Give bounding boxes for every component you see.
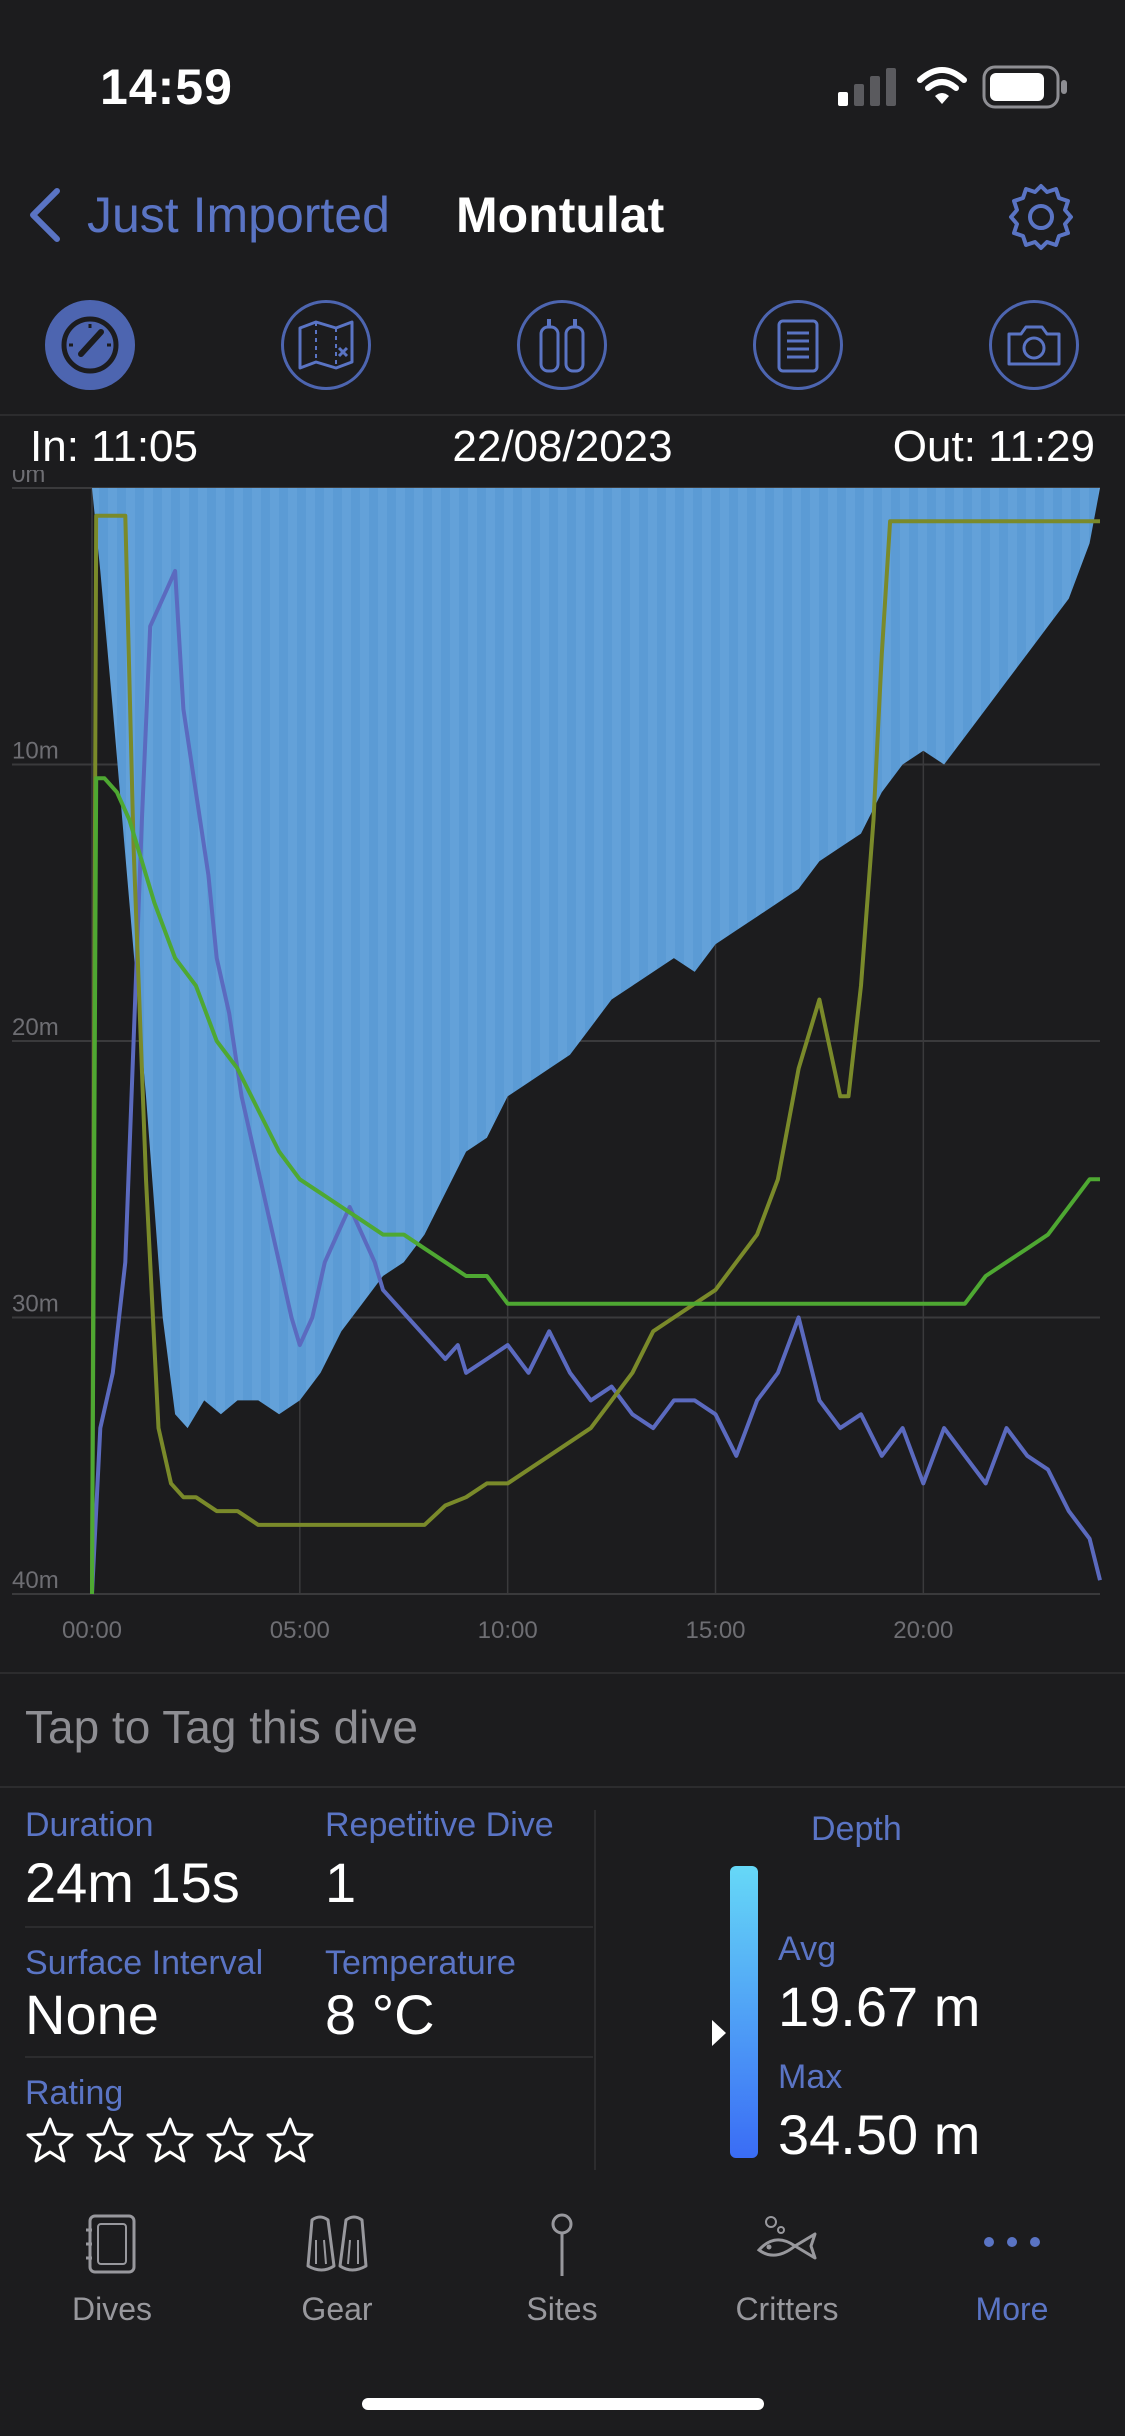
- temperature-line: [90, 569, 1102, 1595]
- temperature-value: 8 °C: [325, 1983, 435, 2046]
- y-tick-label: 10m: [12, 738, 59, 765]
- map-icon: [298, 320, 354, 370]
- camera-icon: [1007, 325, 1061, 366]
- signal-icon: [838, 66, 900, 113]
- dive-out-time: Out: 11:29: [892, 422, 1095, 471]
- avg-depth-marker: [712, 2020, 726, 2051]
- surface-interval-label: Surface Interval: [25, 1944, 264, 1982]
- tab-more-label: More: [975, 2291, 1049, 2327]
- chevron-left-icon: [30, 188, 60, 242]
- tab-critters-label: Critters: [735, 2291, 839, 2327]
- depth-gradient-bar: [730, 1866, 758, 2158]
- tab-sites-label: Sites: [526, 2291, 598, 2327]
- rating-label: Rating: [25, 2074, 124, 2112]
- divider: [0, 414, 1125, 416]
- depth-title: Depth: [811, 1810, 902, 1848]
- tab-notes[interactable]: [753, 300, 843, 390]
- tab-tanks[interactable]: [517, 300, 607, 390]
- y-tick-label: 0m: [12, 470, 45, 488]
- status-time: 14:59: [100, 59, 233, 115]
- fins-icon: [306, 2215, 368, 2272]
- tanks-icon: [539, 319, 585, 373]
- divider: [594, 1810, 596, 2170]
- notes-icon: [777, 319, 819, 373]
- max-depth-label: Max: [778, 2058, 843, 2096]
- tab-photos[interactable]: [989, 300, 1079, 390]
- pin-icon: [551, 2213, 573, 2276]
- ndl-line: [90, 513, 1100, 1595]
- x-tick-label: 20:00: [893, 1617, 953, 1644]
- rating-stars[interactable]: [25, 2116, 315, 2166]
- star-icon[interactable]: [85, 2116, 135, 2166]
- x-tick-label: 05:00: [270, 1617, 330, 1644]
- tab-gear-label: Gear: [301, 2291, 373, 2327]
- x-tick-label: 00:00: [62, 1617, 122, 1644]
- tab-more[interactable]: More: [932, 2210, 1092, 2328]
- star-icon[interactable]: [205, 2116, 255, 2166]
- battery-icon: [982, 64, 1070, 115]
- divider: [25, 1926, 593, 1928]
- more-icon: [984, 2237, 1040, 2247]
- back-button-label: Just Imported: [87, 187, 390, 243]
- dive-date: 22/08/2023: [452, 422, 673, 471]
- fish-icon: [756, 2216, 817, 2260]
- tab-sites[interactable]: Sites: [482, 2210, 642, 2328]
- gauge-icon: [61, 316, 119, 374]
- divider: [0, 1786, 1125, 1788]
- x-tick-label: 10:00: [478, 1617, 538, 1644]
- duration-value: 24m 15s: [25, 1851, 240, 1914]
- wifi-icon: [916, 64, 968, 111]
- dive-in-time: In: 11:05: [30, 422, 198, 471]
- max-depth-value: 34.50 m: [778, 2103, 981, 2166]
- avg-depth-label: Avg: [778, 1930, 836, 1968]
- depth-profile-area: [92, 488, 1100, 1429]
- temperature-label: Temperature: [325, 1944, 516, 1982]
- repetitive-dive-value: 1: [325, 1851, 357, 1914]
- avg-depth-value: 19.67 m: [778, 1975, 981, 2038]
- home-indicator: [362, 2398, 764, 2410]
- duration-label: Duration: [25, 1806, 154, 1844]
- surface-interval-value: None: [25, 1983, 159, 2046]
- star-icon[interactable]: [265, 2116, 315, 2166]
- tab-gear[interactable]: Gear: [257, 2210, 417, 2328]
- tab-critters[interactable]: Critters: [707, 2210, 867, 2328]
- settings-button[interactable]: [1004, 180, 1078, 254]
- star-icon[interactable]: [145, 2116, 195, 2166]
- divider: [25, 2056, 593, 2058]
- y-tick-label: 20m: [12, 1014, 59, 1041]
- back-button[interactable]: Just Imported: [25, 180, 390, 250]
- tab-dives-label: Dives: [71, 2291, 152, 2327]
- tab-dives[interactable]: Dives: [32, 2210, 192, 2328]
- repetitive-dive-label: Repetitive Dive: [325, 1806, 554, 1844]
- tab-profile[interactable]: [45, 300, 135, 390]
- page-title: Montulat: [456, 187, 665, 243]
- y-tick-label: 40m: [12, 1567, 59, 1594]
- divider: [0, 1672, 1125, 1674]
- star-icon[interactable]: [25, 2116, 75, 2166]
- dive-profile-chart[interactable]: 0m 10m 20m 30m 40m 00:00 05:00 10:00 15:00 20:00: [0, 470, 1125, 1660]
- ceiling-line: [90, 776, 1100, 1595]
- y-tick-label: 30m: [12, 1291, 59, 1318]
- dives-icon: [86, 2214, 136, 2274]
- tab-map[interactable]: [281, 300, 371, 390]
- tag-dive-button[interactable]: Tap to Tag this dive: [25, 1701, 418, 1753]
- gear-icon: [1009, 184, 1073, 250]
- x-tick-label: 15:00: [685, 1617, 745, 1644]
